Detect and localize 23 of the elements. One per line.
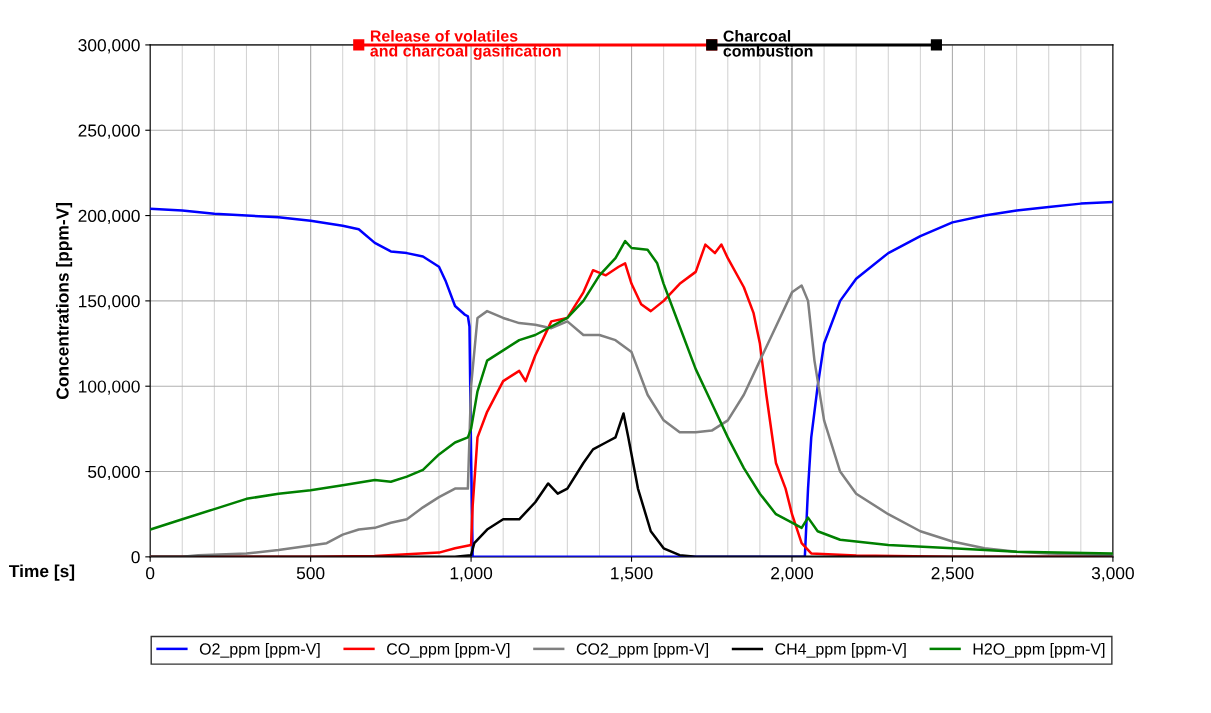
x-tick-label: 500 xyxy=(296,567,325,580)
legend-label: CO_ppm [ppm-V] xyxy=(387,642,510,658)
x-tick-label: 1,000 xyxy=(450,567,493,582)
x-tick-label: 2,500 xyxy=(931,567,974,582)
y-tick-label: 250,000 xyxy=(78,124,140,139)
y-tick-label: 300,000 xyxy=(78,39,140,54)
series-label: Release of volatiles and charcoal gasification xyxy=(370,29,561,60)
y-tick-label: 0 xyxy=(131,551,140,564)
legend-label: O2_ppm [ppm-V] xyxy=(199,642,320,658)
x-tick-label: 1,500 xyxy=(611,567,653,582)
x-axis-title: Time [s] xyxy=(9,564,75,581)
legend-label: CH4_ppm [ppm-V] xyxy=(775,642,906,658)
y-tick-label: 200,000 xyxy=(78,209,140,225)
x-tick-label: 2,000 xyxy=(771,567,814,582)
legend-label: CO2_ppm [ppm-V] xyxy=(576,642,708,658)
x-tick-label: 0 xyxy=(146,567,155,580)
y-axis-title: Concentrations [ppm-V] xyxy=(55,202,73,400)
legend-label: H2O_ppm [ppm-V] xyxy=(973,642,1105,658)
series-label: Charcoal combustion xyxy=(723,30,813,57)
y-tick-label: 100,000 xyxy=(79,380,140,395)
y-tick-label: 50,000 xyxy=(88,465,140,481)
x-tick-label: 3,000 xyxy=(1091,567,1134,582)
y-tick-label: 150,000 xyxy=(79,295,140,310)
